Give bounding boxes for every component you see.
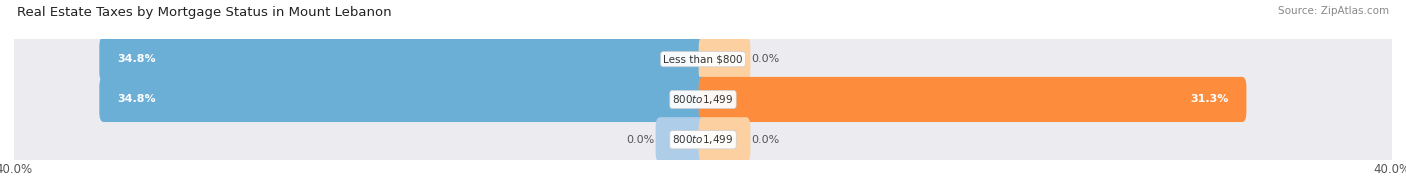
Text: 0.0%: 0.0% xyxy=(751,135,779,145)
FancyBboxPatch shape xyxy=(655,117,707,162)
Text: $800 to $1,499: $800 to $1,499 xyxy=(672,93,734,106)
FancyBboxPatch shape xyxy=(13,39,1393,80)
FancyBboxPatch shape xyxy=(100,77,707,122)
Text: 34.8%: 34.8% xyxy=(117,94,156,105)
FancyBboxPatch shape xyxy=(100,37,707,82)
FancyBboxPatch shape xyxy=(699,117,751,162)
Text: 31.3%: 31.3% xyxy=(1189,94,1229,105)
FancyBboxPatch shape xyxy=(13,119,1393,160)
Text: Real Estate Taxes by Mortgage Status in Mount Lebanon: Real Estate Taxes by Mortgage Status in … xyxy=(17,6,391,19)
Text: 0.0%: 0.0% xyxy=(751,54,779,64)
Text: 34.8%: 34.8% xyxy=(117,54,156,64)
FancyBboxPatch shape xyxy=(699,77,1246,122)
Text: 0.0%: 0.0% xyxy=(627,135,655,145)
Text: $800 to $1,499: $800 to $1,499 xyxy=(672,133,734,146)
FancyBboxPatch shape xyxy=(699,37,751,82)
FancyBboxPatch shape xyxy=(13,79,1393,120)
Text: Source: ZipAtlas.com: Source: ZipAtlas.com xyxy=(1278,6,1389,16)
Text: Less than $800: Less than $800 xyxy=(664,54,742,64)
